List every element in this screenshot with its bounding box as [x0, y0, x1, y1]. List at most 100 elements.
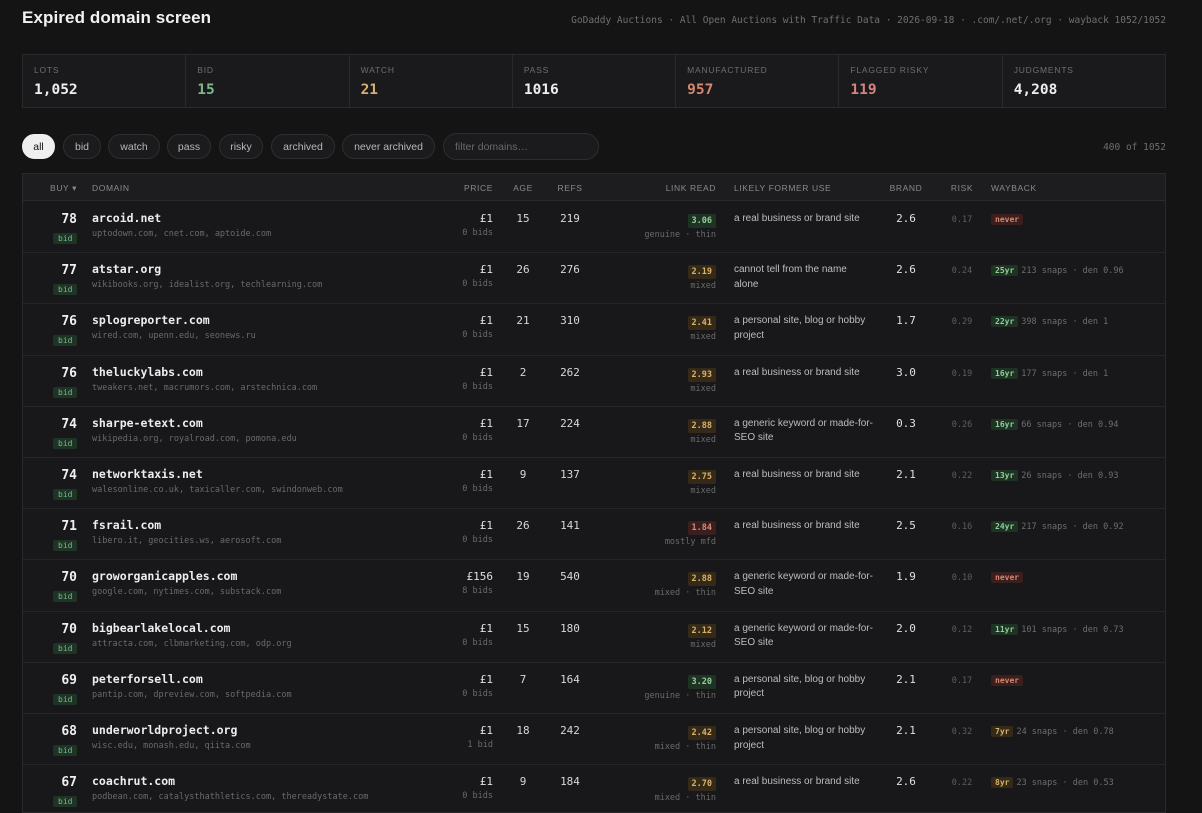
wayback-detail: 24 snaps · den 0.78: [1016, 727, 1114, 737]
table-row[interactable]: 77 bid atstar.org wikibooks.org, idealist.o…: [23, 253, 1165, 305]
former-use: a real business or brand site: [734, 776, 860, 788]
link-read-label: genuine · thin: [644, 230, 716, 240]
filter-pill-never-archived[interactable]: never archived: [342, 134, 435, 159]
stat-watch: WATCH 21: [350, 55, 513, 107]
refs-value: 184: [560, 775, 580, 789]
wayback-detail: 217 snaps · den 0.92: [1021, 522, 1124, 533]
page-title: Expired domain screen: [22, 8, 212, 27]
link-read-score: 2.19: [687, 265, 716, 280]
link-read-score: 3.20: [687, 674, 716, 689]
bid-count: 0 bids: [462, 381, 493, 392]
refs-value: 164: [560, 672, 580, 686]
bid-count: 0 bids: [462, 432, 493, 443]
col-price-header[interactable]: PRICE: [464, 183, 493, 193]
table-row[interactable]: 69 bid peterforsell.com pantip.com, dprevie…: [23, 663, 1165, 714]
former-use: a generic keyword or made-for-SEO site: [734, 622, 873, 649]
age-value: 2: [519, 365, 527, 379]
risk-score: 0.19: [951, 368, 973, 379]
domain-name[interactable]: peterforsell.com: [92, 671, 203, 686]
col-buy-header[interactable]: BUY ▾: [50, 183, 77, 193]
link-read-score: 2.88: [687, 572, 716, 587]
domain-name[interactable]: arcoid.net: [92, 211, 162, 225]
domain-name[interactable]: bigbearlakelocal.com: [92, 620, 231, 635]
former-use: a personal site, blog or hobby project: [734, 315, 866, 341]
referring-sites: wired.com, upenn.edu, seonews.ru: [92, 331, 256, 342]
bid-badge: bid: [53, 233, 78, 244]
age-value: 7: [519, 672, 527, 686]
table-row[interactable]: 70 bid groworganicapples.com google.com, ny…: [23, 560, 1165, 612]
brand-score: 2.1: [896, 672, 916, 686]
wayback-info: 24yr 217 snaps · den 0.92: [991, 521, 1124, 533]
price-value: £1: [479, 365, 493, 379]
stat-label: PASS: [523, 65, 550, 75]
refs-value: 137: [560, 468, 580, 481]
link-read-label: mixed: [690, 434, 716, 445]
table-row[interactable]: 71 bid fsrail.com libero.it, geocities.ws, …: [23, 509, 1165, 561]
refs-value: 310: [560, 314, 580, 328]
bid-count: 0 bids: [462, 330, 493, 341]
filter-pill-watch[interactable]: watch: [108, 134, 160, 159]
filter-pill-bid[interactable]: bid: [63, 134, 101, 159]
wayback-detail: 101 snaps · den 0.73: [1021, 624, 1124, 635]
domain-name[interactable]: coachrut.com: [92, 774, 176, 789]
bid-count: 0 bids: [462, 637, 493, 648]
filter-pill-risky[interactable]: risky: [219, 134, 263, 159]
stat-bid: BID 15: [186, 55, 350, 107]
link-read-label: mixed: [690, 332, 716, 343]
col-link-read-header[interactable]: LINK READ: [665, 183, 716, 193]
bid-badge: bid: [53, 386, 78, 398]
domain-name[interactable]: theluckylabs.com: [92, 364, 203, 379]
refs-value: 180: [560, 621, 580, 635]
brand-score: 2.1: [896, 468, 916, 481]
col-refs-header[interactable]: REFS: [557, 183, 583, 193]
table-row[interactable]: 76 bid splogreporter.com wired.com, upenn.e…: [23, 304, 1165, 356]
table-row[interactable]: 74 bid networktaxis.net walesonline.co.uk, …: [23, 458, 1165, 510]
table-row[interactable]: 78 bid arcoid.net uptodown.com, cnet.com, a…: [23, 202, 1165, 254]
link-read-score: 2.41: [687, 316, 716, 331]
filter-pill-archived[interactable]: archived: [271, 134, 335, 159]
former-use: a real business or brand site: [734, 520, 860, 532]
wayback-info: 7yr 24 snaps · den 0.78: [991, 726, 1114, 737]
table-row[interactable]: 74 bid sharpe-etext.com wikipedia.org, roya…: [23, 407, 1165, 458]
referring-sites: libero.it, geocities.ws, aerosoft.com: [92, 536, 282, 547]
former-use: a personal site, blog or hobby project: [734, 673, 866, 700]
domain-name[interactable]: underworldproject.org: [92, 723, 238, 737]
age-value: 15: [516, 621, 530, 635]
domain-name[interactable]: sharpe-etext.com: [92, 415, 203, 430]
stat-value: 119: [850, 82, 877, 98]
domain-name[interactable]: groworganicapples.com: [92, 569, 238, 584]
wayback-detail: 26 snaps · den 0.93: [1021, 471, 1119, 481]
table-row[interactable]: 76 bid theluckylabs.com tweakers.net, macru…: [23, 356, 1165, 407]
col-brand-header[interactable]: BRAND: [889, 183, 923, 193]
table-row[interactable]: 68 bid underworldproject.org wisc.edu, mona…: [23, 714, 1165, 766]
col-use-header[interactable]: LIKELY FORMER USE: [734, 183, 832, 193]
domain-name[interactable]: atstar.org: [92, 262, 162, 277]
col-domain-header[interactable]: DOMAIN: [92, 183, 130, 193]
price-value: £1: [479, 468, 493, 481]
age-value: 9: [519, 468, 527, 481]
price-value: £1: [479, 621, 493, 635]
filter-pill-all[interactable]: all: [22, 134, 55, 159]
domain-name[interactable]: networktaxis.net: [92, 467, 203, 481]
stat-lots: LOTS 1,052: [23, 55, 187, 107]
filter-bar: all bid watch pass risky archived never …: [22, 133, 1166, 160]
buy-score: 70: [61, 621, 77, 637]
refs-value: 141: [560, 519, 580, 533]
table-row[interactable]: 67 bid coachrut.com podbean.com, catalystha…: [23, 765, 1165, 812]
filter-pill-pass[interactable]: pass: [167, 134, 211, 159]
bid-count: 1 bid: [467, 740, 493, 750]
link-read-score: 1.84: [687, 521, 716, 536]
risk-score: 0.32: [951, 727, 973, 737]
brand-score: 3.0: [896, 365, 916, 379]
bid-count: 0 bids: [462, 228, 493, 238]
col-age-header[interactable]: AGE: [513, 183, 533, 193]
col-wayback-header[interactable]: WAYBACK: [991, 183, 1037, 193]
domain-name[interactable]: splogreporter.com: [92, 313, 210, 328]
domain-filter-input[interactable]: [443, 133, 599, 160]
stats-bar: LOTS 1,052 BID 15 WATCH 21 PASS 1016 MAN…: [22, 54, 1166, 108]
link-read-score: 2.42: [687, 726, 716, 740]
col-risk-header[interactable]: RISK: [950, 183, 974, 193]
refs-value: 262: [560, 365, 580, 379]
domain-name[interactable]: fsrail.com: [92, 518, 162, 533]
table-row[interactable]: 70 bid bigbearlakelocal.com attracta.com, c…: [23, 612, 1165, 663]
